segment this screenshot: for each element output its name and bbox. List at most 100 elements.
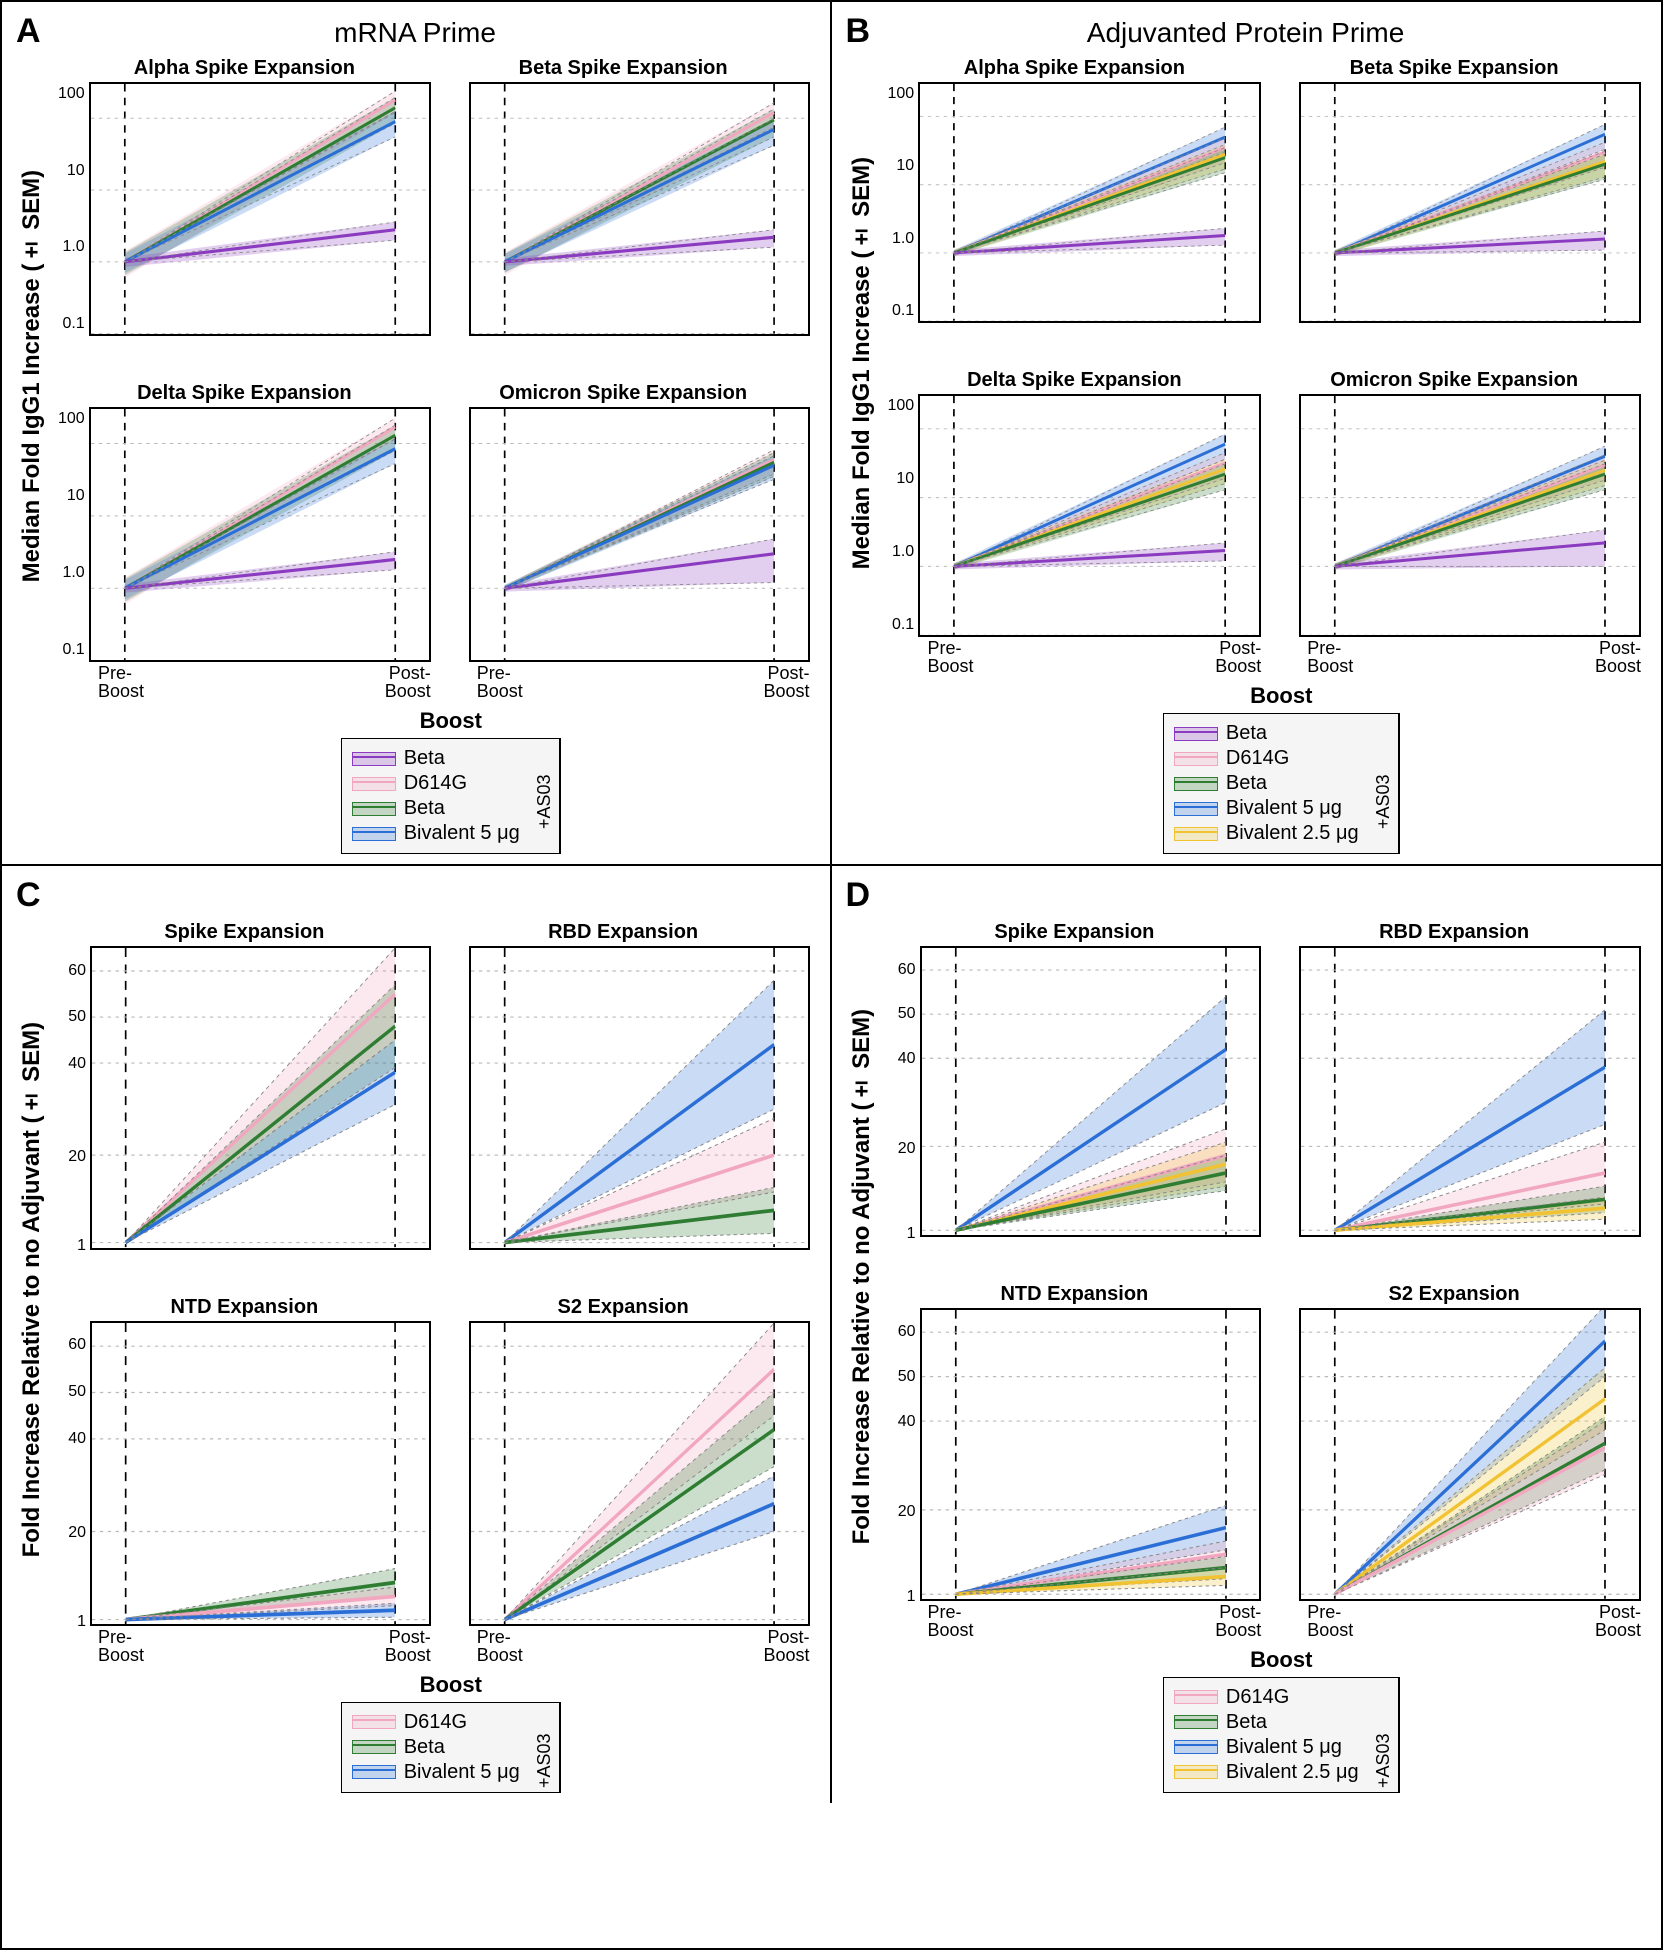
- plot-svg: [920, 1308, 1262, 1601]
- subplot: NTD Expansion605040201Pre- BoostPost- Bo…: [58, 1296, 431, 1664]
- legend-annotation: +AS03: [530, 739, 560, 853]
- plot-svg: [469, 407, 810, 663]
- plot-svg: [89, 407, 431, 663]
- x-ticks: Pre- BoostPost- Boost: [437, 1626, 810, 1664]
- legend-annotation: +AS03: [1369, 1678, 1399, 1792]
- ylabel-D: Fold Increase Relative to no Adjuvant (±…: [842, 915, 882, 1638]
- y-ticks: 100101.00.1: [58, 407, 89, 663]
- subplot: Delta Spike Expansion100101.00.1Pre- Boo…: [58, 382, 431, 701]
- plot-svg: [1299, 946, 1641, 1237]
- plot-svg: [1299, 82, 1641, 323]
- x-ticks: Pre- BoostPost- Boost: [58, 662, 431, 700]
- y-ticks: 100101.00.1: [888, 82, 919, 323]
- plot-svg: [918, 82, 1261, 323]
- y-ticks: 100101.00.1: [58, 82, 89, 336]
- x-ticks: Pre- BoostPost- Boost: [1267, 637, 1641, 675]
- legend-C: BoostD614GBetaBivalent 5 μg+AS03: [12, 1672, 810, 1793]
- subplot: Beta Spike Expansion: [1267, 57, 1641, 363]
- legend-item: D614G: [1174, 747, 1359, 770]
- subplot-title: Omicron Spike Expansion: [437, 382, 810, 405]
- subplot-title: Spike Expansion: [58, 921, 431, 944]
- grid-A: Alpha Spike Expansion100101.00.1Beta Spi…: [58, 57, 810, 700]
- legend-item: Beta: [1174, 772, 1359, 795]
- subplot: Omicron Spike Expansion Pre- BoostPost- B…: [1267, 369, 1641, 675]
- plot-svg: [920, 946, 1262, 1237]
- column-title-left: mRNA Prime: [81, 17, 750, 49]
- subplot: RBD Expansion: [437, 921, 810, 1289]
- y-ticks: 605040201: [888, 946, 920, 1237]
- plot-svg: [469, 946, 810, 1249]
- subplot: Alpha Spike Expansion100101.00.1: [58, 57, 431, 376]
- y-ticks: 605040201: [888, 1308, 920, 1601]
- legend-title: Boost: [1250, 1647, 1312, 1673]
- figure-root: A mRNA Prime Median Fold IgG1 Increase (…: [0, 0, 1663, 1950]
- legend-item: Beta: [352, 747, 520, 770]
- legend-item: Beta: [1174, 1711, 1359, 1734]
- legend-annotation: +AS03: [1369, 714, 1399, 853]
- subplot-title: NTD Expansion: [888, 1283, 1262, 1306]
- plot-svg: [89, 82, 431, 336]
- subplot-title: Beta Spike Expansion: [437, 57, 810, 80]
- plot-svg: [1299, 394, 1641, 637]
- y-ticks: 100101.00.1: [888, 394, 919, 637]
- subplot-title: Delta Spike Expansion: [888, 369, 1262, 392]
- grid-C: Spike Expansion605040201RBD ExpansionNTD…: [58, 921, 810, 1663]
- plot-svg: [469, 82, 810, 336]
- legend-item: Bivalent 5 μg: [1174, 797, 1359, 820]
- subplot-title: Omicron Spike Expansion: [1267, 369, 1641, 392]
- ylabel-B: Median Fold IgG1 Increase (± SEM): [842, 51, 882, 675]
- column-right: B Adjuvanted Protein Prime Median Fold I…: [832, 2, 1662, 1803]
- legend-item: D614G: [1174, 1686, 1359, 1709]
- legend-title: Boost: [420, 708, 482, 734]
- x-ticks: Pre- BoostPost- Boost: [888, 637, 1262, 675]
- subplot: NTD Expansion605040201Pre- BoostPost- Bo…: [888, 1283, 1262, 1639]
- legend-item: Beta: [352, 797, 520, 820]
- subplot: S2 Expansion Pre- BoostPost- Boost: [437, 1296, 810, 1664]
- plot-svg: [918, 394, 1261, 637]
- plot-svg: [90, 1321, 431, 1626]
- plot-svg: [469, 1321, 810, 1626]
- legend-B: Boost BetaD614GBetaBivalent 5 μgBivalent …: [842, 683, 1642, 854]
- subplot: Alpha Spike Expansion100101.00.1: [888, 57, 1262, 363]
- legend-item: D614G: [352, 772, 520, 795]
- subplot: S2 Expansion Pre- BoostPost- Boost: [1267, 1283, 1641, 1639]
- column-left: A mRNA Prime Median Fold IgG1 Increase (…: [2, 2, 832, 1803]
- subplot-title: RBD Expansion: [1267, 921, 1641, 944]
- grid-D: Spike Expansion605040201RBD ExpansionNTD…: [888, 921, 1642, 1638]
- legend-title: Boost: [420, 1672, 482, 1698]
- legend-A: BoostBetaD614GBetaBivalent 5 μg+AS03: [12, 708, 810, 854]
- column-title-right: Adjuvanted Protein Prime: [910, 17, 1581, 49]
- subplot-title: Delta Spike Expansion: [58, 382, 431, 405]
- ylabel-A: Median Fold IgG1 Increase (± SEM): [12, 51, 52, 700]
- subplot: Spike Expansion605040201: [888, 921, 1262, 1277]
- subplot-title: S2 Expansion: [1267, 1283, 1641, 1306]
- panel-A: A mRNA Prime Median Fold IgG1 Increase (…: [2, 2, 830, 866]
- plot-svg: [1299, 1308, 1641, 1601]
- legend-item: Bivalent 2.5 μg: [1174, 822, 1359, 845]
- legend-box: BetaD614GBetaBivalent 5 μg+AS03: [341, 738, 561, 854]
- grid-B: Alpha Spike Expansion100101.00.1Beta Spi…: [888, 57, 1642, 675]
- legend-box: BetaD614GBetaBivalent 5 μgBivalent 2.5 μ…: [1163, 713, 1400, 854]
- subplot: RBD Expansion: [1267, 921, 1641, 1277]
- panel-B: B Adjuvanted Protein Prime Median Fold I…: [832, 2, 1662, 866]
- subplot-title: Alpha Spike Expansion: [58, 57, 431, 80]
- legend-item: Bivalent 5 μg: [352, 822, 520, 845]
- x-ticks: Pre- BoostPost- Boost: [437, 662, 810, 700]
- legend-item: Bivalent 2.5 μg: [1174, 1761, 1359, 1784]
- subplot-title: Spike Expansion: [888, 921, 1262, 944]
- legend-title: Boost: [1250, 683, 1312, 709]
- panel-letter-C: C: [12, 876, 41, 915]
- ylabel-C: Fold Increase Relative to no Adjuvant (±…: [12, 915, 52, 1663]
- subplot-title: S2 Expansion: [437, 1296, 810, 1319]
- legend-annotation: +AS03: [530, 1703, 560, 1792]
- subplot-title: Beta Spike Expansion: [1267, 57, 1641, 80]
- panel-C: C Fold Increase Relative to no Adjuvant …: [2, 866, 830, 1802]
- subplot: Delta Spike Expansion100101.00.1Pre- Boo…: [888, 369, 1262, 675]
- x-ticks: Pre- BoostPost- Boost: [58, 1626, 431, 1664]
- x-ticks: Pre- BoostPost- Boost: [1267, 1601, 1641, 1639]
- panel-letter-D: D: [842, 876, 871, 915]
- y-ticks: 605040201: [58, 946, 90, 1249]
- y-ticks: 605040201: [58, 1321, 90, 1626]
- legend-item: Bivalent 5 μg: [1174, 1736, 1359, 1759]
- legend-D: Boost D614GBetaBivalent 5 μgBivalent 2.5 …: [842, 1647, 1642, 1793]
